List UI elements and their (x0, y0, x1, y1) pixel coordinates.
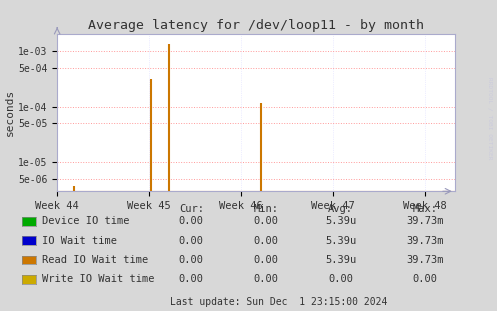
Text: 0.00: 0.00 (328, 274, 353, 284)
Text: Read IO Wait time: Read IO Wait time (42, 255, 149, 265)
Text: 5.39u: 5.39u (325, 216, 356, 226)
Title: Average latency for /dev/loop11 - by month: Average latency for /dev/loop11 - by mon… (88, 19, 424, 32)
Text: 0.00: 0.00 (253, 255, 278, 265)
Text: Min:: Min: (253, 204, 278, 214)
Text: Write IO Wait time: Write IO Wait time (42, 274, 155, 284)
Text: RRDTOOL / TOBI OETIKER: RRDTOOL / TOBI OETIKER (487, 77, 492, 160)
Text: 0.00: 0.00 (179, 255, 204, 265)
Text: 0.00: 0.00 (179, 236, 204, 246)
Text: 39.73m: 39.73m (406, 216, 444, 226)
Text: 0.00: 0.00 (413, 274, 437, 284)
Y-axis label: seconds: seconds (5, 89, 15, 136)
Text: Max:: Max: (413, 204, 437, 214)
Text: 0.00: 0.00 (179, 216, 204, 226)
Text: 0.00: 0.00 (253, 216, 278, 226)
Text: 0.00: 0.00 (253, 274, 278, 284)
Text: 0.00: 0.00 (253, 236, 278, 246)
Text: 39.73m: 39.73m (406, 236, 444, 246)
Text: Cur:: Cur: (179, 204, 204, 214)
Text: 5.39u: 5.39u (325, 255, 356, 265)
Text: 39.73m: 39.73m (406, 255, 444, 265)
Text: 0.00: 0.00 (179, 274, 204, 284)
Text: Avg:: Avg: (328, 204, 353, 214)
Text: 5.39u: 5.39u (325, 236, 356, 246)
Text: Device IO time: Device IO time (42, 216, 130, 226)
Text: IO Wait time: IO Wait time (42, 236, 117, 246)
Text: Last update: Sun Dec  1 23:15:00 2024: Last update: Sun Dec 1 23:15:00 2024 (169, 297, 387, 307)
